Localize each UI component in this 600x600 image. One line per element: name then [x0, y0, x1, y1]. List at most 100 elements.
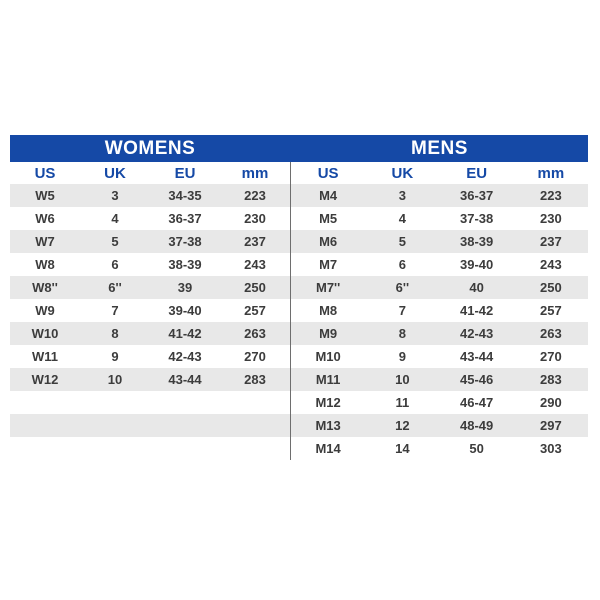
column-header-row: US UK EU mm	[10, 162, 290, 184]
size-cell: 37-38	[168, 234, 202, 249]
size-cell	[10, 437, 80, 460]
size-cell: 243	[244, 257, 266, 272]
size-cell: 4	[398, 211, 406, 226]
size-cell: 303	[540, 441, 562, 456]
size-cell: 270	[540, 349, 562, 364]
size-cell: 3	[398, 188, 406, 203]
size-cell: M7	[319, 257, 338, 272]
size-cell: 7	[398, 303, 406, 318]
mens-section-title: MENS	[411, 137, 468, 159]
size-cell	[220, 414, 290, 437]
size-cell: 6	[398, 257, 406, 272]
size-row: M7'' 6'' 40 250	[291, 276, 588, 299]
size-cell: 10	[395, 372, 410, 387]
size-cell: 34-35	[168, 188, 202, 203]
size-row: W7 5 37-38 237	[10, 230, 290, 253]
size-row: W6 4 36-37 230	[10, 207, 290, 230]
womens-section-title: WOMENS	[104, 137, 196, 159]
size-cell: 38-39	[460, 234, 494, 249]
tables-body: US UK EU mm W5 3 34-35 223 W6 4 36-37 230 W7 5 37-38 23…	[10, 162, 588, 460]
size-cell: 6''	[395, 280, 410, 295]
column-header: EU	[174, 164, 196, 182]
size-cell: W12	[31, 372, 59, 387]
size-cell: 9	[111, 349, 119, 364]
size-cell: 250	[540, 280, 562, 295]
size-cell: M11	[315, 372, 341, 387]
size-cell: 14	[395, 441, 410, 456]
size-cell: W11	[31, 349, 58, 364]
column-header: mm	[537, 164, 565, 182]
empty-row	[10, 391, 290, 414]
column-header-row: US UK EU mm	[291, 162, 588, 184]
size-cell: M10	[315, 349, 341, 364]
size-row: M6 5 38-39 237	[291, 230, 588, 253]
size-cell: 43-44	[168, 372, 202, 387]
size-cell: 297	[540, 418, 562, 433]
size-row: M4 3 36-37 223	[291, 184, 588, 207]
size-cell: 12	[395, 418, 410, 433]
size-cell: 43-44	[460, 349, 494, 364]
size-cell	[80, 391, 150, 414]
size-cell: 4	[111, 211, 119, 226]
size-cell: 41-42	[168, 326, 202, 341]
size-cell: W5	[35, 188, 55, 203]
size-cell: 41-42	[460, 303, 494, 318]
size-cell: 7	[111, 303, 119, 318]
size-cell: 223	[244, 188, 266, 203]
column-header: UK	[104, 164, 126, 182]
size-cell	[10, 414, 80, 437]
size-cell	[80, 414, 150, 437]
column-header: mm	[241, 164, 269, 182]
size-cell	[80, 437, 150, 460]
size-cell: 5	[111, 234, 119, 249]
size-cell: 230	[244, 211, 266, 226]
size-cell: 39	[177, 280, 193, 295]
size-cell: M7''	[316, 280, 341, 295]
empty-row	[10, 414, 290, 437]
column-header: UK	[391, 164, 414, 182]
size-cell: 42-43	[460, 326, 494, 341]
size-cell: 42-43	[168, 349, 202, 364]
mens-size-table: US UK EU mm M4 3 36-37 223 M5 4 37-38 230 M6 5 38-39 23…	[291, 162, 588, 460]
size-cell: M8	[319, 303, 338, 318]
size-cell: 237	[540, 234, 562, 249]
size-cell: 257	[540, 303, 562, 318]
size-cell: 8	[111, 326, 119, 341]
size-cell: M13	[315, 418, 341, 433]
size-row: M11 10 45-46 283	[291, 368, 588, 391]
size-cell: 243	[540, 257, 562, 272]
size-cell: 10	[107, 372, 123, 387]
size-cell: 50	[469, 441, 484, 456]
size-cell: M14	[315, 441, 341, 456]
size-row: M7 6 39-40 243	[291, 253, 588, 276]
size-row: W9 7 39-40 257	[10, 299, 290, 322]
size-cell: 250	[244, 280, 266, 295]
size-row: W10 8 41-42 263	[10, 322, 290, 345]
size-cell: 230	[540, 211, 562, 226]
size-cell: 6''	[108, 280, 122, 295]
size-cell: M4	[319, 188, 338, 203]
size-cell: 9	[398, 349, 406, 364]
size-row: M9 8 42-43 263	[291, 322, 588, 345]
size-cell: W6	[35, 211, 55, 226]
womens-size-table: US UK EU mm W5 3 34-35 223 W6 4 36-37 230 W7 5 37-38 23…	[10, 162, 290, 460]
size-cell: 263	[244, 326, 266, 341]
column-header: US	[317, 164, 339, 182]
column-header: US	[34, 164, 56, 182]
shoe-size-conversion-chart: WOMENS MENS US UK EU mm W5 3 34-35 223 W6 4 36-37 2…	[10, 135, 588, 460]
size-cell: W8''	[32, 280, 58, 295]
size-cell	[150, 437, 220, 460]
section-divider-line	[290, 162, 291, 460]
size-cell: 3	[111, 188, 119, 203]
size-row: M12 11 46-47 290	[291, 391, 588, 414]
size-cell: 283	[244, 372, 266, 387]
size-cell: 48-49	[460, 418, 494, 433]
size-cell: M6	[319, 234, 338, 249]
size-cell: 263	[540, 326, 562, 341]
size-row: M14 14 50 303	[291, 437, 588, 460]
size-cell: 39-40	[168, 303, 202, 318]
size-cell: 36-37	[460, 188, 494, 203]
empty-row	[10, 437, 290, 460]
size-cell: 6	[111, 257, 119, 272]
